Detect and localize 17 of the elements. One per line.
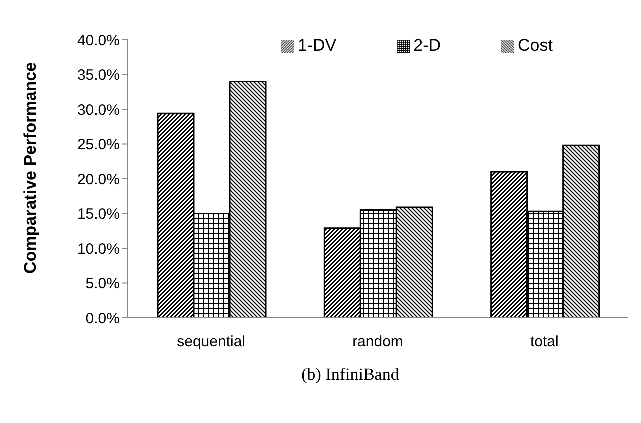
legend-label: Cost (518, 36, 553, 55)
x-tick-label: sequential (177, 334, 246, 351)
y-tick-label: 20.0% (77, 171, 120, 188)
y-tick-label: 40.0% (77, 32, 120, 50)
legend-label: 2-D (414, 36, 442, 55)
y-tick-label: 5.0% (86, 276, 120, 293)
y-tick-label: 10.0% (77, 240, 120, 258)
y-tick-label: 0.0% (86, 310, 120, 328)
legend-label: 1-DV (298, 36, 337, 55)
y-tick-label: 15.0% (77, 206, 120, 224)
y-tick-label: 25.0% (77, 136, 120, 154)
y-tick-label: 35.0% (77, 67, 120, 84)
text: (b) InfiniBand (300, 365, 400, 385)
x-tick-label: total (530, 334, 559, 351)
y-tick-label: 30.0% (77, 102, 120, 119)
x-tick-label: random (352, 334, 404, 351)
y-axis-title: Comparative Performance (21, 62, 40, 274)
